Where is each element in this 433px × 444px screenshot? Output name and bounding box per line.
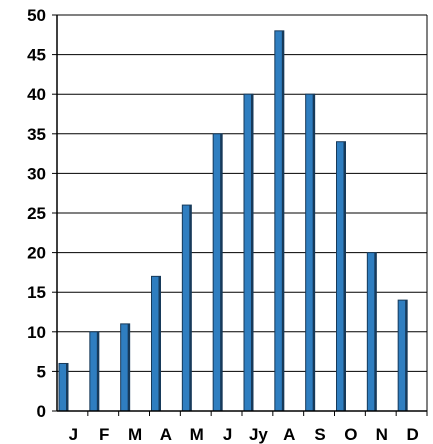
bar-shade — [66, 363, 68, 411]
x-tick-label: A — [283, 425, 295, 444]
bar-shade — [343, 141, 346, 411]
bar-shade — [281, 30, 284, 412]
x-tick-label: D — [406, 425, 418, 444]
x-tick-label: J — [69, 425, 78, 444]
bar-shade — [374, 252, 377, 411]
axes — [52, 14, 428, 416]
bar-shade — [312, 94, 315, 411]
y-tick-label: 20 — [27, 244, 46, 263]
y-tick-label: 10 — [27, 323, 46, 342]
bar-shade — [189, 205, 192, 411]
bar-shade — [405, 300, 408, 411]
x-tick-label: Jy — [249, 425, 268, 444]
y-tick-label: 45 — [27, 46, 46, 65]
x-tick-label: J — [223, 425, 232, 444]
gridlines — [57, 14, 427, 372]
x-tick-label: M — [190, 425, 204, 444]
bar-shade — [158, 276, 161, 411]
y-tick-label: 25 — [27, 204, 46, 223]
bar-shade — [127, 323, 130, 411]
y-tick-label: 0 — [37, 402, 46, 421]
x-tick-labels: J F M A M J Jy A S O N D — [69, 425, 419, 444]
bar-series — [58, 30, 408, 412]
x-tick-label: M — [128, 425, 142, 444]
x-tick-label: A — [160, 425, 172, 444]
bar-shade — [251, 94, 253, 411]
x-tick-label: N — [376, 425, 388, 444]
bar-shade — [96, 331, 99, 411]
x-tick-label: S — [314, 425, 325, 444]
y-tick-label: 40 — [27, 85, 46, 104]
x-tick-label: F — [99, 425, 109, 444]
y-tick-label: 5 — [37, 362, 46, 381]
x-tick-label: O — [344, 425, 357, 444]
y-tick-label: 15 — [27, 283, 46, 302]
y-tick-labels: 0 5 10 15 20 25 30 35 40 45 50 — [27, 6, 46, 421]
y-tick-label: 50 — [27, 6, 46, 25]
y-tick-label: 35 — [27, 125, 46, 144]
y-tick-label: 30 — [27, 164, 46, 183]
bar-shade — [220, 133, 223, 412]
